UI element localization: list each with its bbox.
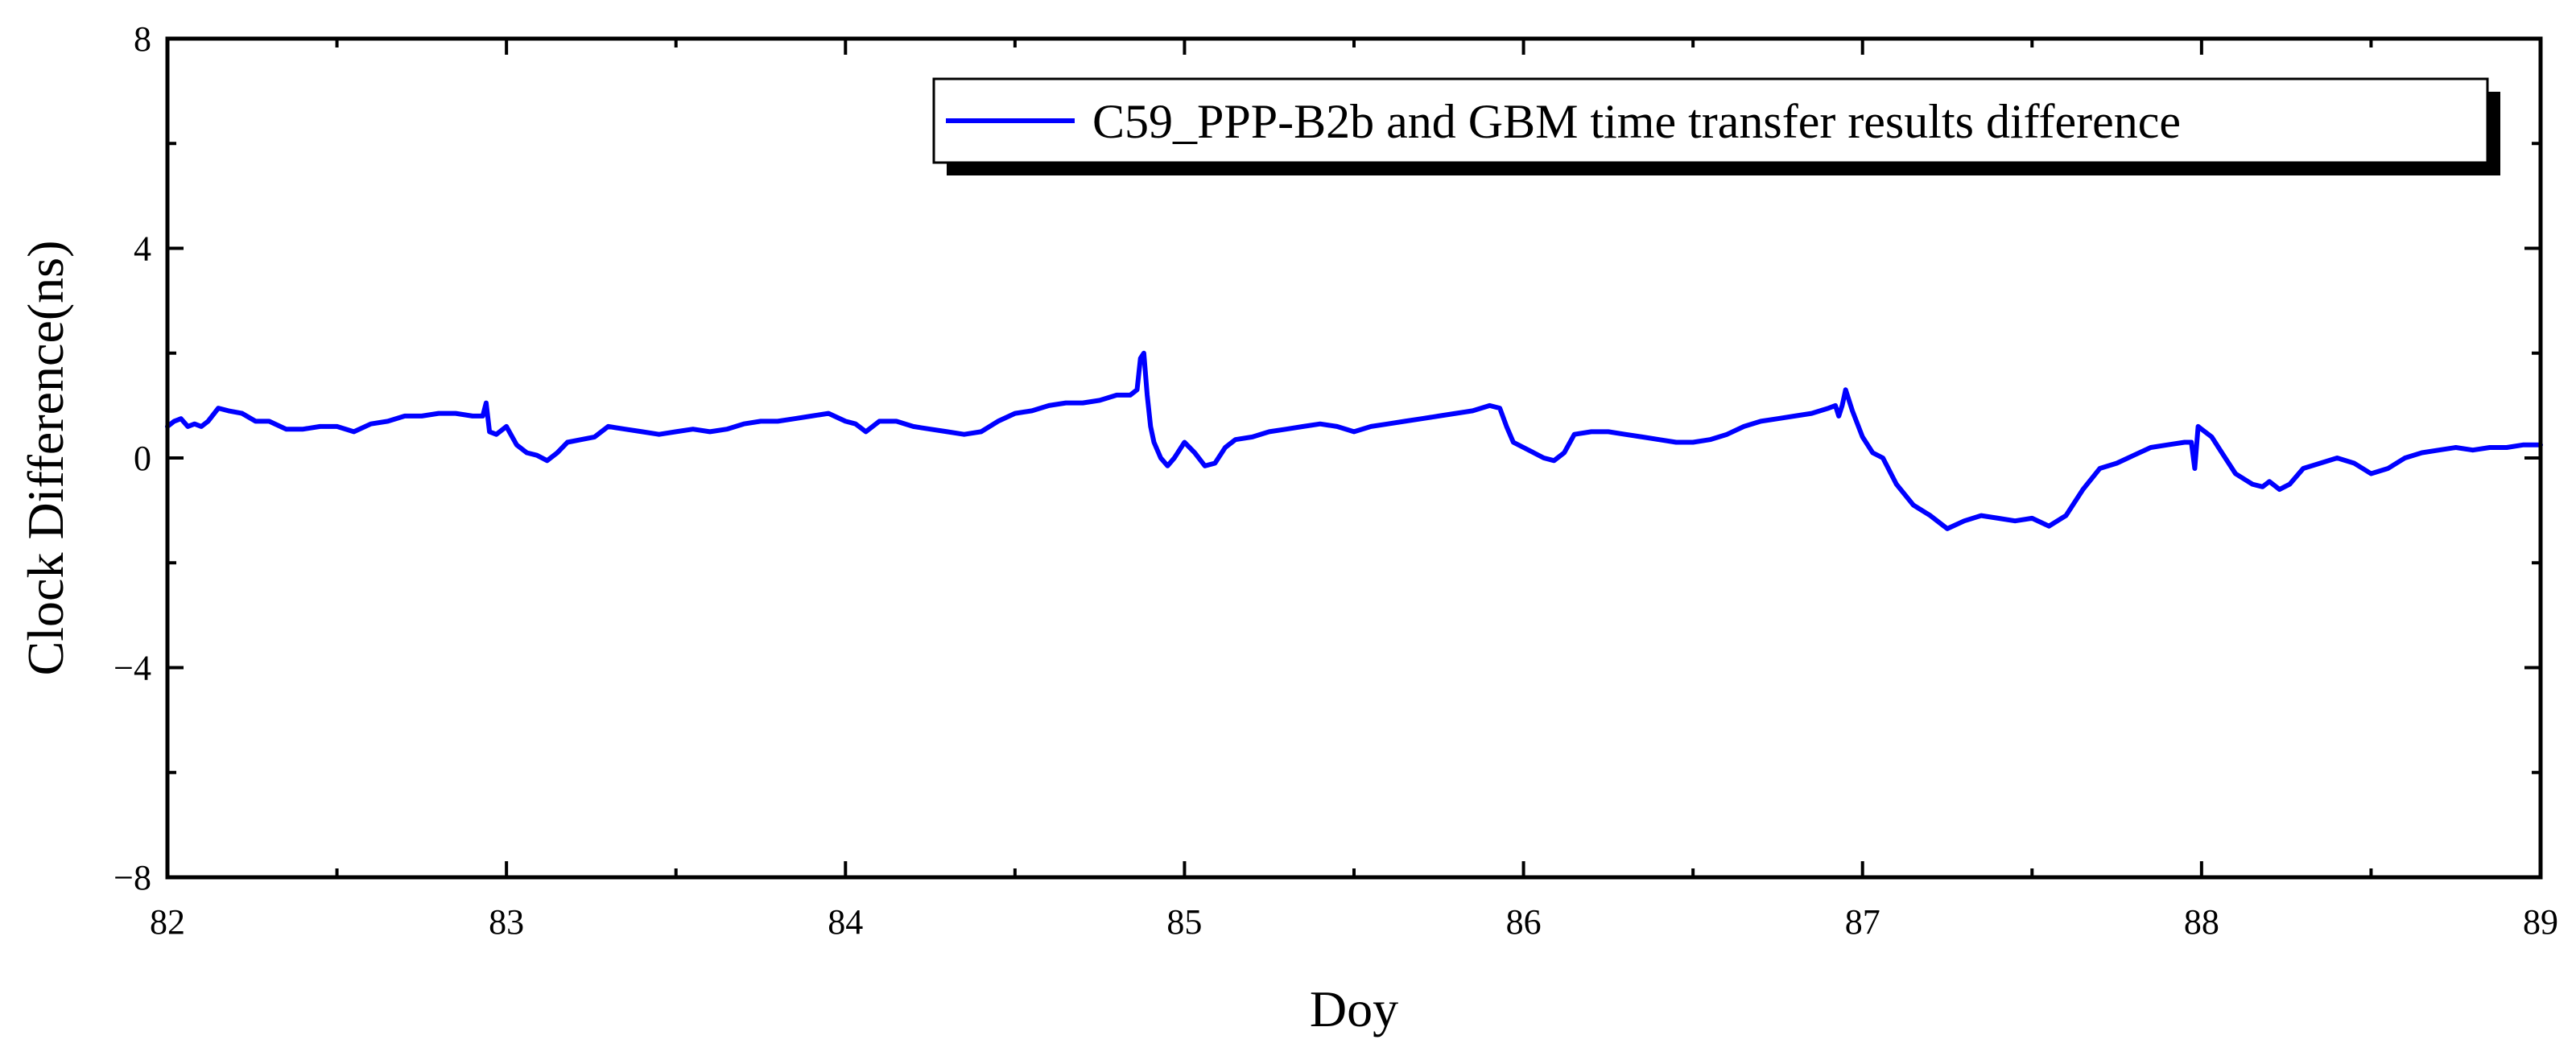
series-layer — [165, 350, 2543, 531]
x-tick-label: 88 — [2184, 902, 2219, 942]
x-tick-label: 85 — [1166, 902, 1202, 942]
plot-frame — [165, 36, 2543, 880]
y-tick-label: −4 — [114, 649, 151, 688]
x-tick-label: 84 — [828, 902, 863, 942]
y-axis-title: Clock Difference(ns) — [17, 241, 74, 676]
x-axis-ticks: 82 83 84 85 86 87 88 89 — [150, 39, 2558, 942]
x-tick-label: 89 — [2523, 902, 2558, 942]
x-tick-label: 83 — [489, 902, 524, 942]
legend: C59_PPP-B2b and GBM time transfer result… — [932, 77, 2500, 175]
legend-entry-0: C59_PPP-B2b and GBM time transfer result… — [1092, 95, 2181, 148]
x-axis-title: Doy — [1310, 980, 1398, 1037]
x-tick-label: 86 — [1506, 902, 1542, 942]
series-line-0 — [165, 350, 2543, 531]
y-tick-label: 8 — [134, 19, 151, 59]
x-tick-label: 82 — [150, 902, 185, 942]
legend-box — [932, 77, 2489, 164]
y-tick-label: 4 — [134, 229, 151, 269]
plot-area — [167, 39, 2541, 877]
y-tick-label: −8 — [114, 858, 151, 897]
x-tick-label: 87 — [1845, 902, 1880, 942]
y-tick-label: 0 — [134, 439, 151, 478]
